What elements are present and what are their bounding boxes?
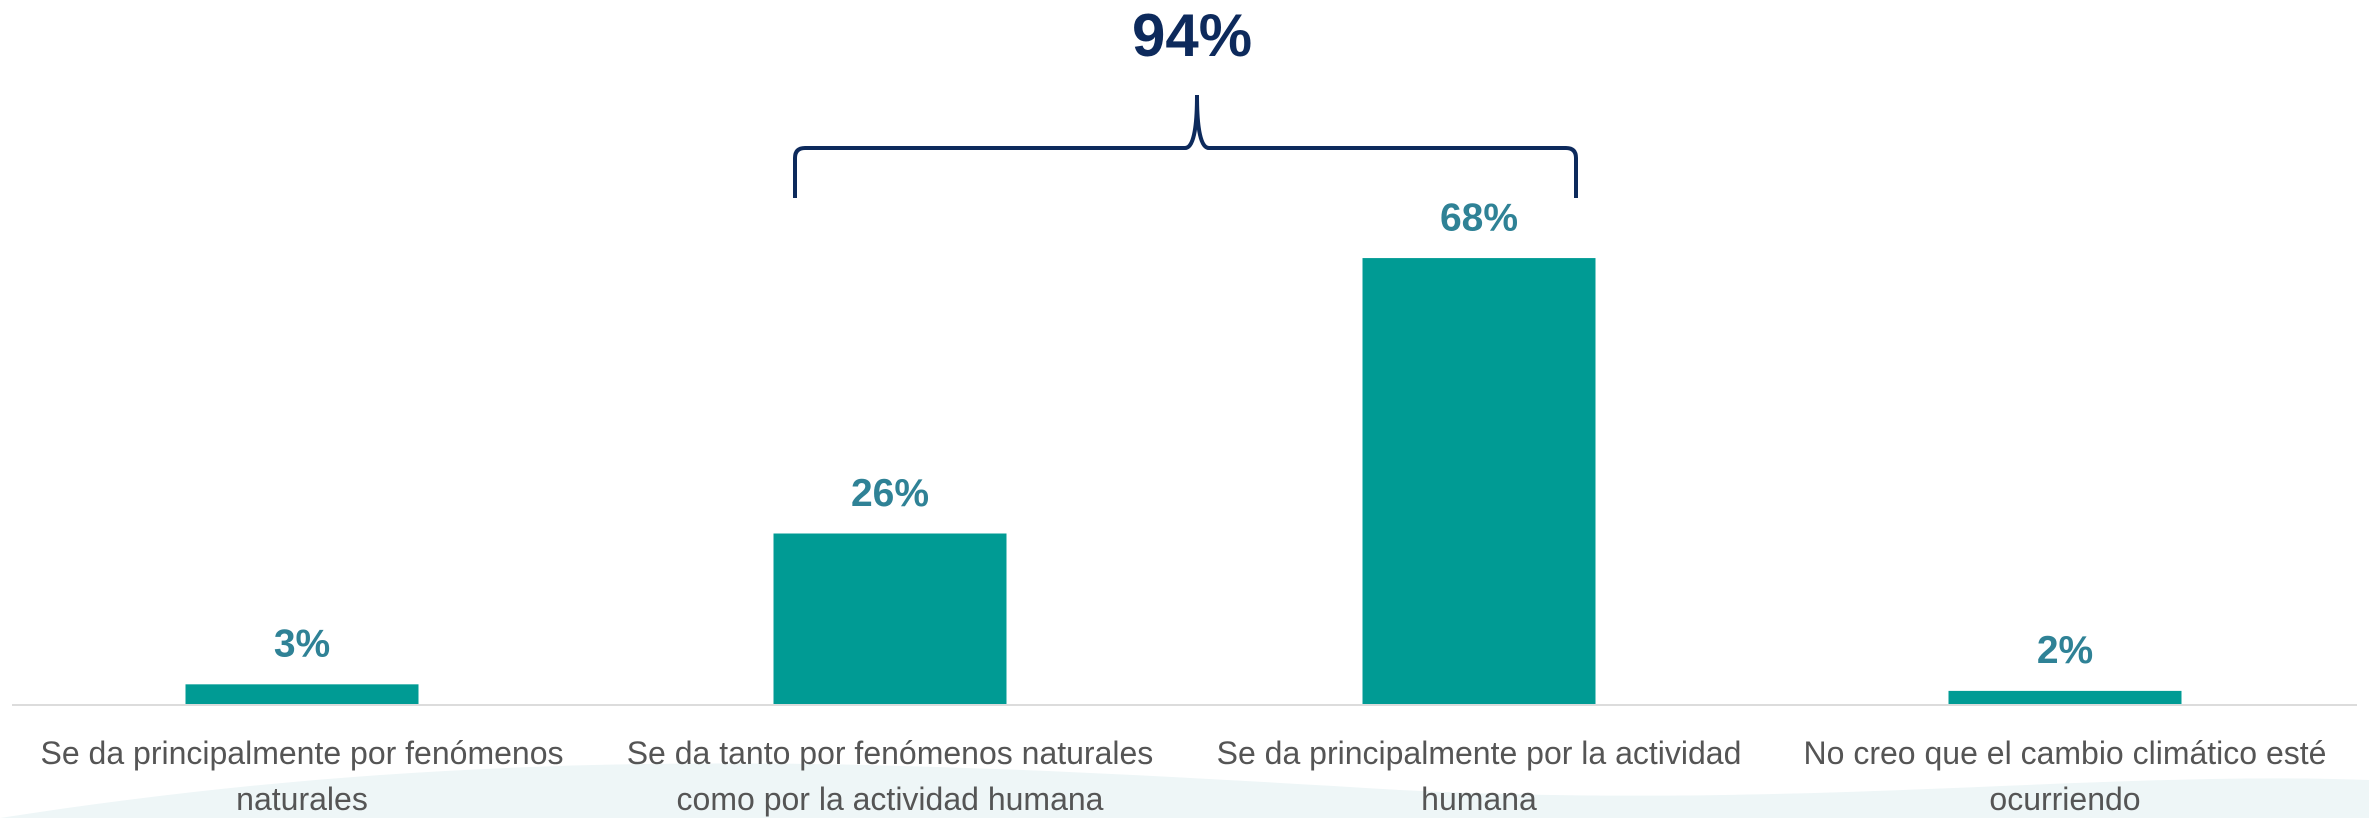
annotation: 94% <box>1132 2 1252 69</box>
category-label: Se da tanto por fenómenos naturales como… <box>626 735 1154 817</box>
value-label: 2% <box>2037 629 2093 672</box>
value-label: 3% <box>274 623 330 666</box>
bar <box>185 684 419 704</box>
category-label: Se da principalmente por la actividad hu… <box>1216 735 1742 817</box>
bracket <box>793 94 1578 198</box>
category-label: Se da principalmente por fenómenos natur… <box>40 735 564 817</box>
category-label: No creo que el cambio climático esté ocu… <box>1803 735 2327 817</box>
value-label: 68% <box>1440 196 1518 239</box>
bar <box>1362 258 1596 704</box>
bar <box>1948 690 2182 704</box>
value-label: 26% <box>851 472 929 515</box>
background-wave <box>0 763 2369 818</box>
bar <box>773 533 1007 704</box>
